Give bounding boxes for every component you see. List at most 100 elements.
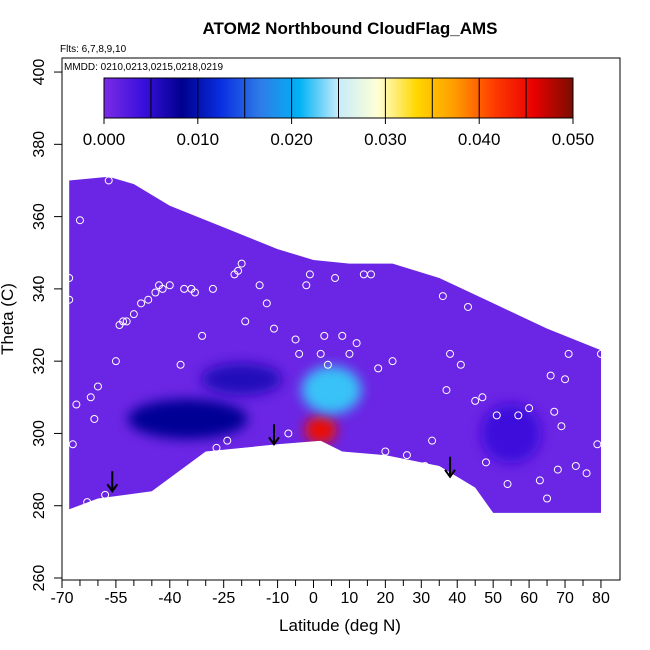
- mmdd-annotation: MMDD: 0210,0213,0215,0218,0219: [64, 62, 223, 73]
- observation-point: [374, 364, 383, 373]
- observation-point: [550, 407, 559, 416]
- y-tick-label: 400: [31, 59, 48, 86]
- colorbar-tick-label: 0.020: [270, 130, 313, 149]
- observation-point: [323, 360, 332, 369]
- observation-point: [420, 461, 429, 470]
- x-tick-label: 70: [556, 590, 574, 607]
- observation-point: [65, 274, 74, 283]
- x-tick-label: 60: [520, 590, 538, 607]
- observation-point: [456, 360, 465, 369]
- observation-point: [137, 299, 146, 308]
- observation-point: [284, 429, 293, 438]
- observation-point: [535, 476, 544, 485]
- observation-point: [331, 274, 340, 283]
- colorbar-tick-label: 0.000: [83, 130, 126, 149]
- y-tick-label: 280: [31, 492, 48, 519]
- observation-point: [402, 451, 411, 460]
- x-tick-label: -10: [266, 590, 289, 607]
- observation-point: [208, 284, 217, 293]
- observation-point: [478, 393, 487, 402]
- x-tick-label: 80: [592, 590, 610, 607]
- observation-point: [596, 349, 605, 358]
- observation-point: [93, 382, 102, 391]
- observation-point: [561, 375, 570, 384]
- observation-point: [582, 469, 591, 478]
- feature-cloud-upper: [301, 366, 362, 415]
- x-tick-label: -70: [50, 590, 73, 607]
- observation-point: [151, 288, 160, 297]
- observation-point: [65, 295, 74, 304]
- observation-point: [503, 480, 512, 489]
- arrow-head: [444, 469, 456, 479]
- feature-cloud-core: [304, 415, 337, 444]
- observation-point: [68, 508, 77, 517]
- observation-point: [525, 404, 534, 413]
- y-tick-label: 320: [31, 348, 48, 375]
- x-tick-label: -25: [212, 590, 235, 607]
- observation-point: [144, 295, 153, 304]
- observation-point: [237, 259, 246, 268]
- observation-point: [104, 176, 113, 185]
- observation-point: [190, 288, 199, 297]
- observation-point: [119, 317, 128, 326]
- observation-point: [255, 281, 264, 290]
- observation-point: [223, 436, 232, 445]
- observation-point: [302, 281, 311, 290]
- flights-annotation: Flts: 6,7,8,9,10: [60, 44, 127, 55]
- x-tick-label: -40: [158, 590, 181, 607]
- y-tick-label: 360: [31, 203, 48, 230]
- observation-point: [481, 458, 490, 467]
- observation-point: [305, 270, 314, 279]
- observation-point: [553, 465, 562, 474]
- colorbar: 0.000 0.010 0.020 0.030 0.040 0.050: [83, 77, 595, 149]
- observation-point: [90, 414, 99, 423]
- observation-point: [83, 498, 92, 507]
- arrow-markers: [106, 424, 456, 493]
- observation-point: [446, 349, 455, 358]
- observation-point: [571, 461, 580, 470]
- observation-point: [111, 357, 120, 366]
- x-tick-label: 50: [484, 590, 502, 607]
- observation-point: [492, 411, 501, 420]
- observation-point: [320, 331, 329, 340]
- feature-northern-wisp: [481, 403, 542, 464]
- y-axis: 260 280 300 320 340 360 380 400: [31, 59, 62, 592]
- observation-point: [75, 216, 84, 225]
- x-tick-label: 40: [448, 590, 466, 607]
- observation-point: [295, 349, 304, 358]
- colorbar-tick-label: 0.010: [177, 130, 220, 149]
- observation-point: [381, 447, 390, 456]
- colorbar-tick-label: 0.030: [364, 130, 407, 149]
- observation-point: [546, 371, 555, 380]
- observation-point: [72, 400, 81, 409]
- observation-point: [241, 317, 250, 326]
- x-tick-label: 0: [309, 590, 318, 607]
- observation-point: [471, 396, 480, 405]
- observation-point: [291, 335, 300, 344]
- y-tick-label: 260: [31, 565, 48, 592]
- x-tick-label: 20: [376, 590, 394, 607]
- observation-point: [198, 331, 207, 340]
- observation-point: [428, 436, 437, 445]
- x-tick-label: 30: [412, 590, 430, 607]
- observation-point: [86, 393, 95, 402]
- observation-point: [158, 284, 167, 293]
- x-axis: -70 -55 -40 -25 -10 0 10 20 30 40 50 60 70 80: [50, 580, 610, 607]
- observation-point: [212, 443, 221, 452]
- observation-point: [101, 490, 110, 499]
- feature-southern-band-edge: [201, 363, 282, 396]
- observation-point: [165, 281, 174, 290]
- observation-point: [464, 302, 473, 311]
- observation-point: [438, 292, 447, 301]
- observation-point: [366, 270, 375, 279]
- colorbar-tick-label: 0.050: [552, 130, 595, 149]
- feature-southern-band: [127, 398, 248, 439]
- arrow-head: [268, 436, 280, 447]
- heatmap-field: [69, 176, 601, 513]
- observation-point: [388, 357, 397, 366]
- observation-point: [316, 349, 325, 358]
- x-tick-label: -55: [104, 590, 127, 607]
- observation-point: [442, 386, 451, 395]
- observation-point: [176, 360, 185, 369]
